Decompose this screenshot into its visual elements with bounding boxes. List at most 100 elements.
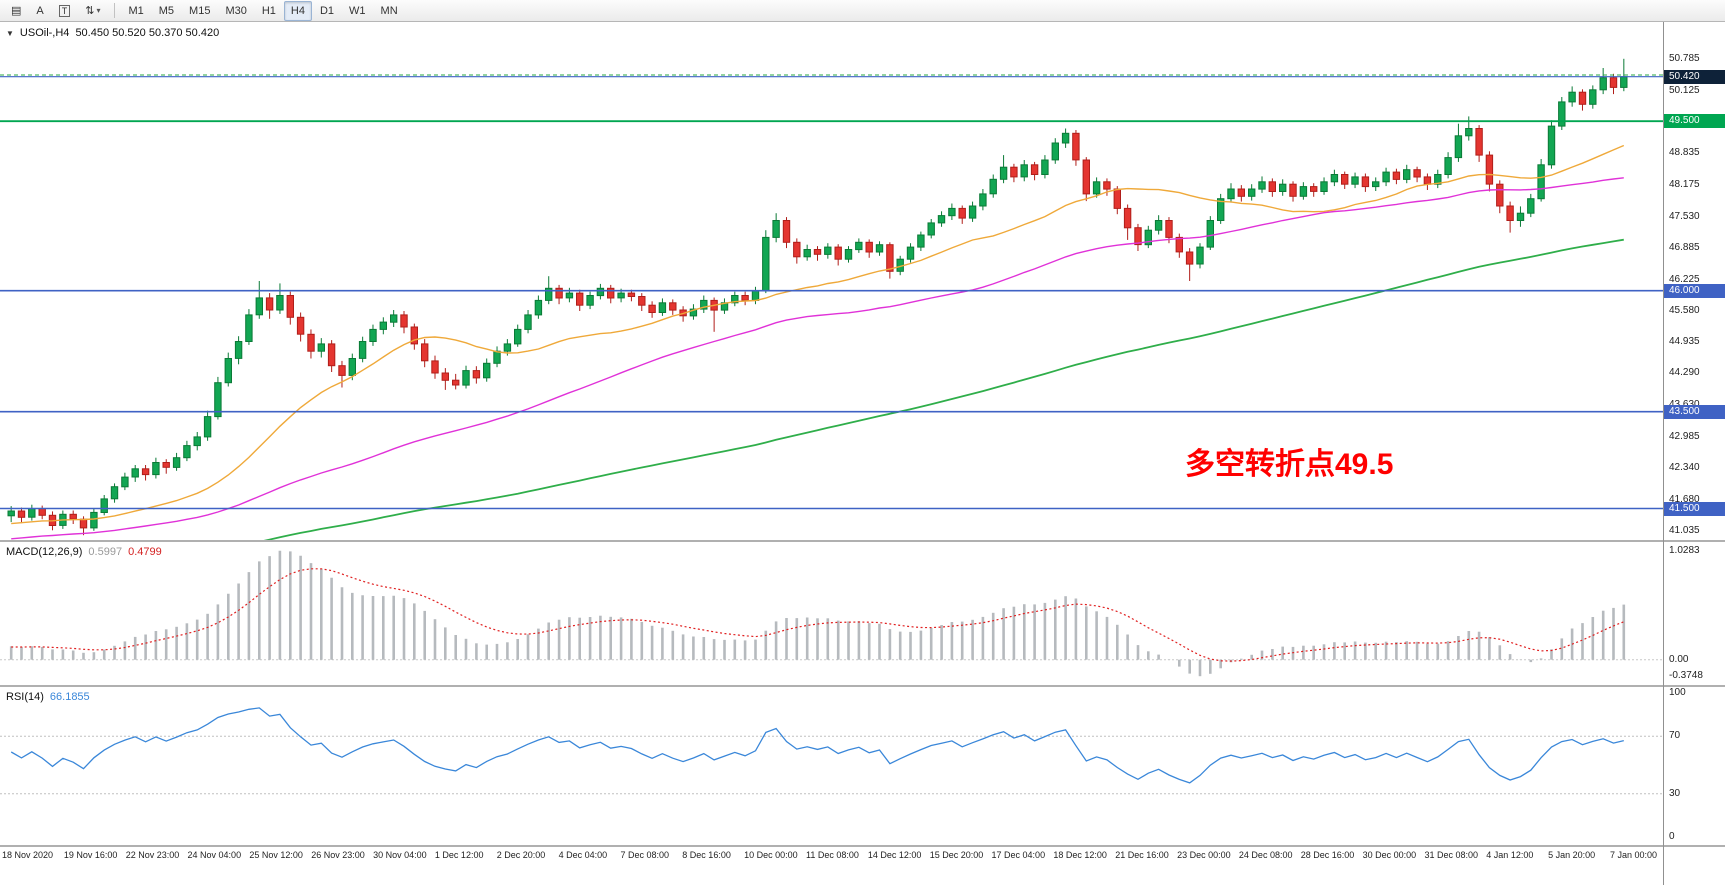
time-label: 26 Nov 23:00: [311, 850, 365, 860]
price-tick: 46.225: [1669, 273, 1700, 285]
toolbar-cursor-a-button[interactable]: A: [29, 1, 50, 21]
toolbar-separator: [114, 3, 116, 18]
time-label: 5 Jan 20:00: [1548, 850, 1596, 860]
macd-name: MACD(12,26,9): [6, 546, 83, 558]
time-axis[interactable]: 18 Nov 2020 19 Nov 16:00 22 Nov 23:00 24 No…: [0, 847, 1663, 885]
time-label: 18 Dec 12:00: [1053, 850, 1107, 860]
scale-arrows-icon: ⇅: [85, 5, 95, 17]
pane-splitter[interactable]: [0, 540, 1725, 542]
time-label: 24 Dec 08:00: [1238, 850, 1293, 860]
time-label: 15 Dec 20:00: [929, 850, 984, 860]
timeframe-mn-button[interactable]: MN: [380, 4, 398, 17]
macd-axis-value: 0.00: [1669, 653, 1689, 665]
rsi-pane[interactable]: RSI(14) 66.1855: [0, 687, 1663, 845]
price-badge: 50.420: [1664, 69, 1725, 84]
timeframe-h4-button[interactable]: H4: [283, 0, 312, 21]
time-label: 30 Dec 00:00: [1362, 850, 1417, 860]
macd-signal-line: [11, 568, 1625, 662]
rsi-axis-value: 30: [1669, 787, 1681, 799]
time-label: 7 Jan 00:00: [1610, 850, 1658, 860]
candles: [7, 58, 1628, 536]
toolbar: ▤ A T ⇅ ▾ M1 M5 M15 M30 H1 H4 D1 W1 MN: [0, 0, 1725, 22]
macd-label-row: MACD(12,26,9) 0.5997 0.4799: [6, 546, 162, 558]
macd-axis-value: 1.0283: [1669, 544, 1700, 556]
toolbar-chart-type-button[interactable]: ▤: [4, 1, 28, 21]
ma-mid-magenta: [11, 177, 1624, 540]
timeframe-h1-button[interactable]: H1: [261, 4, 276, 17]
cursor-a-icon: A: [36, 4, 44, 17]
ma-slow-green: [263, 238, 1624, 540]
price-tick: 41.035: [1669, 525, 1700, 537]
rsi-axis-value: 70: [1669, 730, 1681, 742]
price-tick: 48.175: [1669, 179, 1700, 191]
chart-annotation-text: 多空转折点49.5: [1185, 448, 1394, 482]
price-tick: 42.340: [1669, 461, 1700, 473]
timeframe-w1-button[interactable]: W1: [349, 4, 366, 17]
timeframe-m15-button[interactable]: M15: [189, 4, 211, 17]
time-label: 1 Dec 12:00: [434, 850, 484, 860]
pane-splitter[interactable]: [0, 685, 1725, 687]
time-label: 14 Dec 12:00: [867, 850, 922, 860]
time-label: 11 Dec 08:00: [806, 850, 859, 860]
time-label: 28 Dec 16:00: [1300, 850, 1355, 860]
time-label: 21 Dec 16:00: [1115, 850, 1169, 860]
collapse-arrow-icon[interactable]: ▼: [6, 29, 14, 38]
time-label: 18 Nov 2020: [2, 850, 54, 860]
rsi-label-row: RSI(14) 66.1855: [6, 691, 90, 703]
price-scale[interactable]: 50.78550.12549.47048.83548.17547.53046.8…: [1663, 22, 1725, 885]
price-tick: 41.680: [1669, 493, 1700, 505]
rsi-axis-value: 0: [1669, 831, 1675, 842]
macd-histogram: [9, 550, 1626, 677]
time-label: 8 Dec 16:00: [682, 850, 731, 860]
price-tick: 46.885: [1669, 241, 1700, 253]
macd-main-value: 0.5997: [88, 546, 123, 558]
time-label: 4 Jan 12:00: [1486, 850, 1534, 860]
price-tick: 44.935: [1669, 336, 1700, 348]
time-label: 24 Nov 04:00: [187, 850, 242, 860]
toolbar-text-label-button[interactable]: T: [52, 1, 78, 21]
timeframe-d1-button[interactable]: D1: [319, 4, 335, 17]
symbol-ohlc-label: ▼ USOil-,H4 50.450 50.520 50.370 50.420: [6, 27, 225, 39]
time-label: 10 Dec 00:00: [744, 850, 798, 860]
chart-type-icon: ▤: [11, 5, 22, 17]
macd-pane[interactable]: MACD(12,26,9) 0.5997 0.4799: [0, 542, 1663, 685]
macd-canvas[interactable]: [0, 542, 1663, 685]
time-label: 2 Dec 20:00: [496, 850, 546, 860]
symbol-name: USOil-,H4: [19, 27, 70, 39]
timeframe-m1-button[interactable]: M1: [128, 4, 144, 17]
rsi-axis-value: 100: [1669, 687, 1686, 698]
timeframe-m5-button[interactable]: M5: [158, 4, 175, 17]
text-label-icon: T: [58, 4, 71, 17]
time-label: 17 Dec 04:00: [991, 850, 1046, 860]
time-label: 22 Nov 23:00: [125, 850, 180, 860]
macd-axis-value: -0.3748: [1669, 670, 1703, 682]
macd-signal-value: 0.4799: [128, 546, 162, 558]
pane-splitter[interactable]: [0, 845, 1725, 847]
rsi-value: 66.1855: [49, 691, 90, 703]
price-tick: 50.125: [1669, 84, 1700, 96]
timeframe-m30-button[interactable]: M30: [225, 4, 247, 17]
toolbar-scale-arrows-button[interactable]: ⇅ ▾: [78, 1, 107, 21]
rsi-canvas[interactable]: [0, 687, 1663, 845]
price-badge: 46.000: [1664, 283, 1725, 298]
ma-fast-orange: [11, 144, 1625, 525]
price-tick: 42.985: [1669, 430, 1700, 442]
price-badge: 41.500: [1664, 501, 1725, 516]
dropdown-caret-icon: ▾: [96, 6, 101, 15]
price-tick: 44.290: [1669, 367, 1700, 379]
rsi-name: RSI(14): [6, 691, 44, 703]
time-label: 25 Nov 12:00: [249, 850, 303, 860]
price-chart-canvas[interactable]: [0, 22, 1663, 540]
price-badge: 43.500: [1664, 404, 1725, 419]
price-badge: 49.500: [1664, 114, 1725, 129]
price-tick: 47.530: [1669, 210, 1700, 222]
time-label: 4 Dec 04:00: [558, 850, 608, 860]
ohlc-values: 50.450 50.520 50.370 50.420: [75, 27, 220, 39]
rsi-line: [10, 707, 1624, 784]
price-pane[interactable]: ▼ USOil-,H4 50.450 50.520 50.370 50.420 多空…: [0, 22, 1663, 540]
price-tick: 50.785: [1669, 53, 1700, 65]
price-tick: 45.580: [1669, 305, 1700, 316]
price-tick: 48.835: [1669, 147, 1700, 159]
time-label: 23 Dec 00:00: [1177, 850, 1231, 860]
